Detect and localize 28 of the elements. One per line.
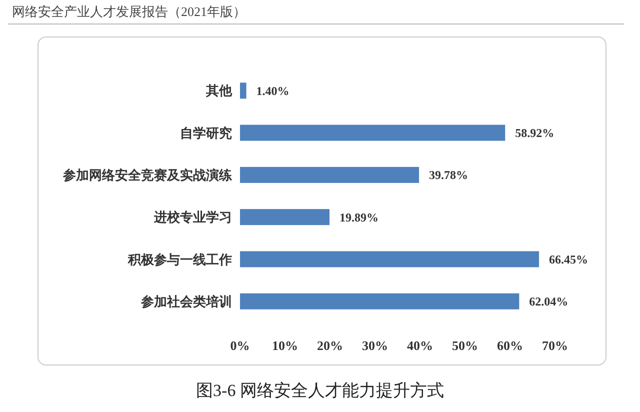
x-tick-label: 10% (272, 338, 298, 353)
data-label: 1.40% (256, 84, 290, 98)
bar (240, 82, 246, 99)
y-tick-label: 参加网络安全竞赛及实战演练 (62, 167, 232, 182)
data-label: 58.92% (515, 126, 554, 140)
data-label: 66.45% (549, 252, 588, 266)
y-tick-label: 其他 (205, 83, 233, 98)
bar (240, 124, 506, 141)
text: 图3-6 网络安全人才能力提升方式 (196, 381, 444, 400)
bar (240, 209, 330, 226)
bar (240, 251, 540, 268)
data-label: 39.78% (429, 168, 468, 182)
text: 网络安全产业人才发展报告（2021年版） (12, 4, 246, 19)
x-tick-label: 20% (317, 338, 343, 353)
y-tick-label: 进校专业学习 (153, 210, 232, 225)
x-tick-label: 0% (230, 338, 250, 353)
x-tick-label: 50% (452, 338, 478, 353)
bar (240, 293, 520, 310)
data-label: 19.89% (340, 210, 379, 224)
x-tick-label: 70% (542, 338, 568, 353)
bar (240, 166, 420, 183)
y-tick-label: 自学研究 (180, 125, 232, 140)
x-tick-label: 30% (362, 338, 388, 353)
x-tick-label: 60% (497, 338, 523, 353)
data-label: 62.04% (529, 294, 568, 309)
y-tick-label: 参加社会类培训 (140, 294, 232, 309)
x-tick-label: 40% (407, 338, 433, 353)
y-tick-label: 积极参与一线工作 (127, 252, 232, 267)
